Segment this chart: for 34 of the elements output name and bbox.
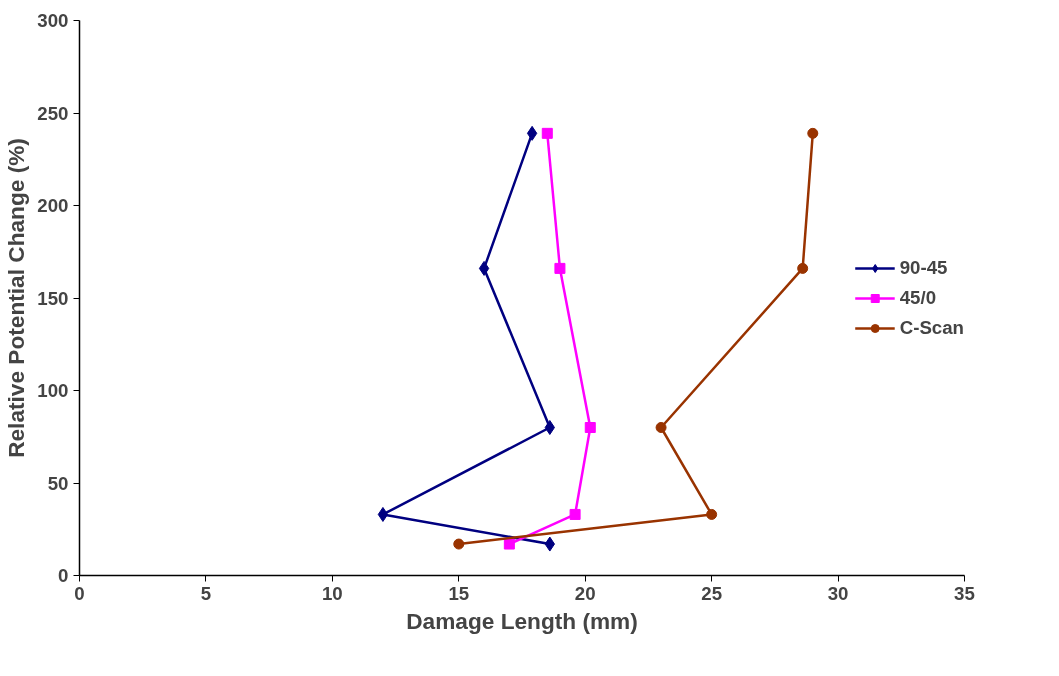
x-tick-label: 20	[574, 582, 596, 604]
point	[526, 125, 538, 141]
point	[377, 506, 389, 522]
point	[807, 127, 819, 139]
point	[706, 508, 718, 520]
point	[541, 127, 553, 139]
x-axis-title: Damage Length (mm)	[406, 607, 638, 634]
x-tick-label: 25	[701, 582, 723, 604]
x-tick-label: 5	[200, 582, 212, 604]
y-tick-label: 0	[58, 565, 69, 586]
x-tick-label: 30	[827, 582, 849, 604]
y-tick-label: 300	[37, 10, 69, 31]
point	[544, 420, 555, 435]
point	[503, 538, 515, 550]
y-axis-title: Relative Potential Change (%)	[3, 138, 30, 458]
point	[569, 508, 581, 520]
x-tick-label: 15	[448, 582, 470, 604]
point	[554, 262, 566, 274]
y-tick-label: 50	[47, 472, 69, 494]
x-tick-label: 0	[74, 582, 85, 604]
point	[797, 262, 809, 274]
y-tick-label: 100	[37, 380, 69, 401]
x-tick-label: 10	[321, 582, 343, 604]
legend-label: C-Scan	[899, 316, 964, 339]
y-tick-label: 250	[37, 102, 69, 124]
point	[584, 422, 596, 433]
legend-label: 45/0	[899, 286, 937, 309]
point	[453, 538, 465, 550]
x-tick-label: 35	[954, 582, 975, 604]
point	[478, 260, 490, 276]
y-tick-label: 150	[37, 287, 69, 309]
y-tick-label: 200	[37, 195, 69, 216]
point	[655, 422, 667, 433]
legend-label: 90-45	[899, 256, 948, 279]
